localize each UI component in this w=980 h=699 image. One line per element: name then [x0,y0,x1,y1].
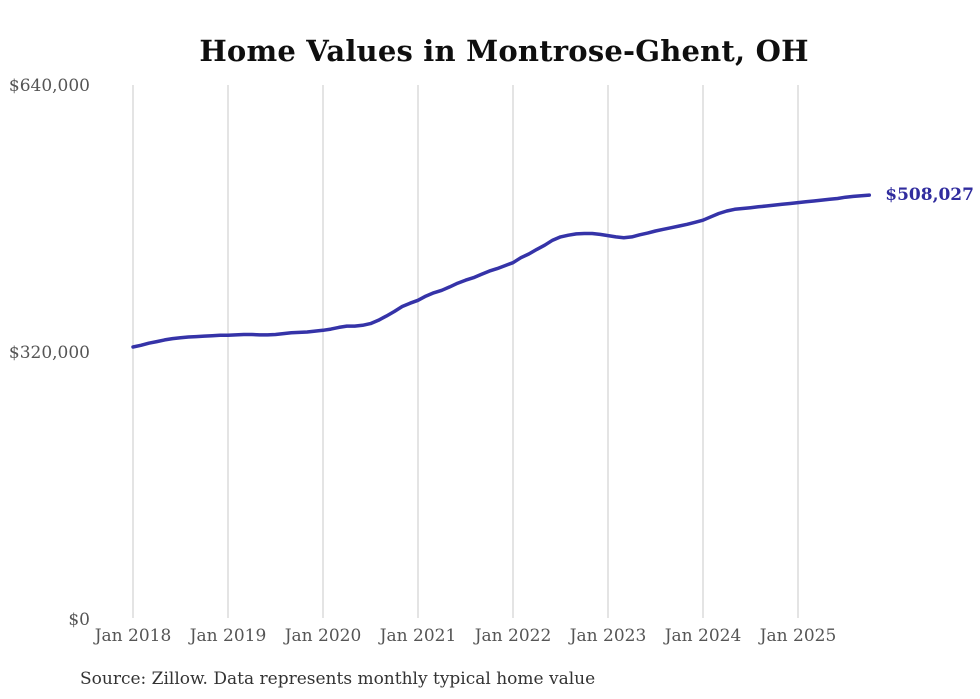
x-tick-label: Jan 2024 [663,626,742,646]
x-tick-label: Jan 2020 [283,626,362,646]
x-tick-label: Jan 2021 [378,626,457,646]
y-tick-label: $640,000 [9,76,90,96]
y-tick-label: $0 [68,610,90,630]
x-tick-label: Jan 2025 [758,626,837,646]
x-tick-label: Jan 2018 [93,626,172,646]
x-tick-label: Jan 2023 [568,626,647,646]
end-value-label: $508,027 [885,185,974,205]
x-tick-label: Jan 2019 [188,626,267,646]
home-value-line [131,193,872,349]
source-note: Source: Zillow. Data represents monthly … [80,669,596,689]
chart-title: Home Values in Montrose-Ghent, OH [199,34,809,68]
y-tick-label: $320,000 [9,343,90,363]
x-tick-label: Jan 2022 [473,626,552,646]
